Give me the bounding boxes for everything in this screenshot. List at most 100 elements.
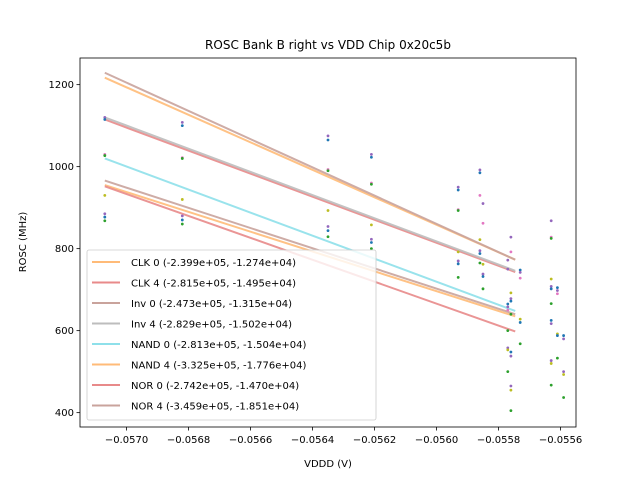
x-tick-label: −0.0568 xyxy=(167,435,210,446)
fit-line-1 xyxy=(104,118,516,273)
data-point xyxy=(549,287,553,291)
x-tick-label: −0.0556 xyxy=(539,435,582,446)
data-point xyxy=(481,221,485,225)
data-point xyxy=(506,305,510,309)
data-point xyxy=(326,134,330,138)
data-point xyxy=(456,185,460,189)
data-point xyxy=(370,241,373,244)
y-tick-label: 600 xyxy=(55,326,74,337)
data-point xyxy=(562,373,565,376)
legend-label: NOR 4 (-3.459e+05, -1.851e+04) xyxy=(131,402,299,413)
data-point xyxy=(103,116,107,119)
data-point xyxy=(103,212,107,216)
data-point xyxy=(481,287,485,291)
data-point xyxy=(506,258,510,262)
data-point xyxy=(509,235,513,239)
legend-label: Inv 4 (-2.829e+05, -1.502e+04) xyxy=(131,320,292,331)
data-point xyxy=(506,329,510,333)
x-tick-label: −0.0564 xyxy=(291,435,334,446)
legend-label: CLK 4 (-2.815e+05, -1.495e+04) xyxy=(131,279,296,290)
data-point xyxy=(549,237,553,240)
data-point xyxy=(326,229,330,233)
x-tick-label: −0.0560 xyxy=(415,435,458,446)
scatter-points xyxy=(103,116,565,412)
y-tick-label: 800 xyxy=(55,244,74,255)
data-point xyxy=(481,202,485,205)
data-point xyxy=(370,247,373,251)
data-point xyxy=(180,198,184,201)
data-point xyxy=(549,362,553,365)
x-tick-label: −0.0566 xyxy=(229,435,272,446)
data-point xyxy=(326,138,330,142)
data-point xyxy=(509,291,513,295)
data-point xyxy=(481,262,485,266)
chart-title: ROSC Bank B right vs VDD Chip 0x20c5b xyxy=(205,38,451,52)
y-tick-label: 1000 xyxy=(49,162,74,173)
x-tick-label: −0.0558 xyxy=(477,435,520,446)
legend-label: NOR 0 (-2.742e+05, -1.470e+04) xyxy=(131,381,299,392)
data-point xyxy=(518,321,522,324)
data-point xyxy=(509,388,513,392)
data-point xyxy=(180,214,184,218)
data-point xyxy=(556,289,559,292)
data-point xyxy=(506,348,510,352)
x-axis-label: VDDD (V) xyxy=(304,459,352,470)
data-point xyxy=(506,370,510,374)
data-point xyxy=(370,155,373,159)
data-point xyxy=(562,337,565,341)
data-point xyxy=(180,222,184,226)
data-point xyxy=(478,252,482,255)
data-point xyxy=(556,356,559,360)
data-point xyxy=(509,354,513,358)
data-point xyxy=(549,322,553,326)
legend-label: Inv 0 (-2.473e+05, -1.315e+04) xyxy=(131,299,292,310)
fit-line-7 xyxy=(104,71,516,261)
data-point xyxy=(556,292,559,296)
data-point xyxy=(506,267,510,271)
data-point xyxy=(509,409,513,412)
x-axis: −0.0570 −0.0568 −0.0566 −0.0564 −0.0562 −0.05… xyxy=(105,427,582,446)
data-point xyxy=(326,225,330,228)
data-point xyxy=(481,275,485,278)
data-point xyxy=(370,182,373,186)
data-point xyxy=(326,209,330,212)
data-point xyxy=(478,168,482,172)
data-point xyxy=(103,215,107,219)
data-point xyxy=(103,219,107,223)
data-point xyxy=(509,299,513,303)
data-point xyxy=(326,235,330,239)
data-point xyxy=(506,302,510,306)
legend-label: NAND 4 (-3.325e+05, -1.776e+04) xyxy=(131,361,306,372)
data-point xyxy=(478,238,482,242)
legend: CLK 0 (-2.399e+05, -1.274e+04) CLK 4 (-2.… xyxy=(86,249,377,421)
data-point xyxy=(509,297,513,301)
data-point xyxy=(103,118,107,121)
data-point xyxy=(562,334,565,337)
legend-label: CLK 0 (-2.399e+05, -1.274e+04) xyxy=(131,258,296,269)
data-point xyxy=(456,275,460,279)
data-point xyxy=(456,250,460,254)
y-tick-label: 1200 xyxy=(49,80,74,91)
data-point xyxy=(549,302,553,305)
data-point xyxy=(478,261,482,265)
data-point xyxy=(549,359,553,362)
data-point xyxy=(180,218,184,222)
x-tick-label: −0.0570 xyxy=(105,435,148,446)
data-point xyxy=(549,383,553,387)
data-point xyxy=(180,124,184,128)
data-point xyxy=(509,384,513,388)
data-point xyxy=(562,370,565,374)
data-point xyxy=(370,237,373,241)
fit-line-2 xyxy=(104,179,516,316)
data-point xyxy=(518,271,522,274)
data-point xyxy=(518,276,522,280)
data-point xyxy=(370,152,373,156)
data-point xyxy=(556,334,559,337)
data-point xyxy=(518,317,522,321)
y-tick-label: 400 xyxy=(55,408,74,419)
data-point xyxy=(549,277,553,281)
data-point xyxy=(478,193,482,197)
data-point xyxy=(456,259,460,263)
data-point xyxy=(562,396,565,399)
